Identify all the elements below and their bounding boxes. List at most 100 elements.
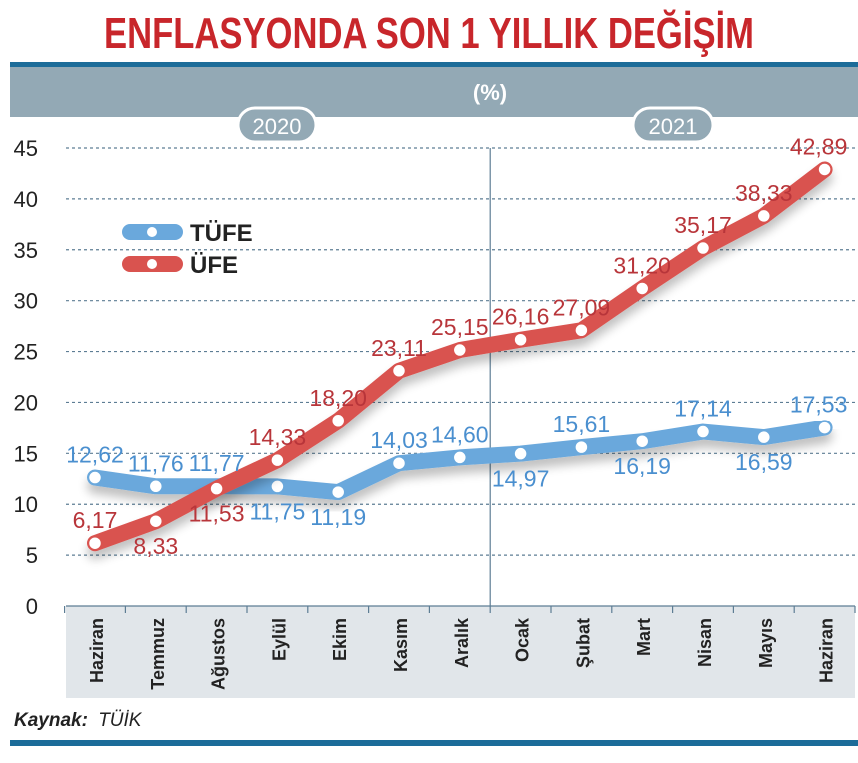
x-tick-label: Şubat bbox=[573, 618, 593, 668]
chart-title: ENFLASYONDA SON 1 YILLIK DEĞİŞİM bbox=[104, 8, 754, 58]
data-point-tufe bbox=[87, 470, 103, 485]
data-point-tufe bbox=[270, 479, 285, 494]
y-tick-label: 40 bbox=[14, 187, 38, 212]
x-tick-label: Ekim bbox=[330, 618, 350, 661]
data-point-ufe bbox=[148, 513, 164, 529]
data-label-ufe: 35,17 bbox=[674, 212, 732, 238]
data-label-tufe: 16,59 bbox=[735, 449, 793, 475]
legend-label-ufe: ÜFE bbox=[190, 252, 238, 279]
data-point-tufe bbox=[452, 450, 468, 465]
data-point-tufe bbox=[817, 420, 832, 435]
data-point-tufe bbox=[513, 446, 528, 461]
source-name: TÜİK bbox=[98, 710, 143, 731]
x-tick-label: Ocak bbox=[513, 617, 533, 662]
y-tick-label: 25 bbox=[14, 340, 38, 365]
data-point-ufe bbox=[270, 452, 285, 468]
data-point-tufe bbox=[695, 424, 711, 439]
x-tick-label: Haziran bbox=[87, 618, 107, 683]
data-label-tufe: 14,03 bbox=[370, 427, 428, 453]
data-label-ufe: 26,16 bbox=[492, 304, 550, 330]
source-prefix: Kaynak: bbox=[14, 710, 88, 731]
data-point-ufe bbox=[209, 481, 224, 496]
data-label-ufe: 25,15 bbox=[431, 314, 489, 340]
data-label-tufe: 12,62 bbox=[66, 442, 124, 468]
y-tick-label: 15 bbox=[14, 441, 38, 466]
data-point-tufe bbox=[574, 439, 589, 455]
legend-marker-tufe bbox=[147, 227, 157, 237]
legend-label-tufe: TÜFE bbox=[190, 220, 253, 247]
data-label-ufe: 8,33 bbox=[133, 533, 178, 559]
y-tick-label: 10 bbox=[14, 492, 38, 517]
header-band bbox=[10, 67, 858, 117]
x-tick-label: Mart bbox=[634, 618, 654, 656]
grid bbox=[66, 147, 855, 606]
data-label-ufe: 6,17 bbox=[73, 507, 118, 533]
data-label-tufe: 17,53 bbox=[790, 392, 848, 418]
data-label-tufe: 11,76 bbox=[128, 450, 184, 476]
data-label-tufe: 11,77 bbox=[189, 450, 245, 476]
x-tick-label: Ağustos bbox=[209, 618, 229, 690]
data-label-ufe: 18,20 bbox=[309, 385, 367, 411]
data-point-ufe bbox=[330, 413, 346, 429]
legend: TÜFE ÜFE bbox=[122, 220, 253, 279]
legend-marker-ufe bbox=[147, 259, 157, 269]
data-point-ufe bbox=[634, 281, 650, 296]
bottom-rule bbox=[10, 740, 858, 746]
y-tick-label: 30 bbox=[14, 289, 38, 314]
year-label-2021: 2021 bbox=[631, 106, 715, 144]
data-label-ufe: 27,09 bbox=[553, 294, 611, 320]
legend-item-tufe: TÜFE bbox=[122, 220, 253, 247]
data-label-tufe: 16,19 bbox=[613, 453, 671, 479]
x-tick-label: Nisan bbox=[695, 618, 715, 667]
data-label-tufe: 11,75 bbox=[249, 498, 305, 524]
x-tick-label: Aralık bbox=[452, 617, 472, 668]
data-label-ufe: 42,89 bbox=[790, 133, 848, 159]
x-tick-label: Haziran bbox=[817, 618, 837, 683]
data-label-ufe: 23,11 bbox=[371, 335, 427, 361]
x-tick-label: Temmuz bbox=[148, 618, 168, 690]
legend-item-ufe: ÜFE bbox=[122, 252, 238, 279]
data-label-tufe: 14,97 bbox=[492, 466, 550, 492]
data-point-ufe bbox=[574, 323, 589, 338]
data-point-tufe bbox=[634, 433, 650, 449]
x-axis-background bbox=[66, 606, 855, 698]
x-tick-label: Kasım bbox=[391, 618, 411, 672]
data-label-ufe: 31,20 bbox=[613, 252, 671, 278]
data-point-tufe bbox=[330, 484, 346, 500]
data-label-tufe: 15,61 bbox=[553, 411, 611, 437]
year-label-2020: 2020 bbox=[236, 106, 318, 144]
data-point-ufe bbox=[391, 363, 407, 379]
data-point-tufe bbox=[756, 429, 772, 445]
y-tick-label: 0 bbox=[26, 594, 38, 619]
chart-unit: (%) bbox=[473, 80, 507, 105]
header-band-top-line bbox=[10, 62, 858, 67]
x-axis: Haziran Temmuz Ağustos Eylül Ekim Kasım Aralık… bbox=[63, 605, 856, 698]
data-point-ufe bbox=[756, 208, 772, 224]
year-label-2021-text: 2021 bbox=[649, 114, 698, 139]
data-label-ufe: 38,33 bbox=[735, 180, 793, 206]
data-point-tufe bbox=[148, 479, 164, 494]
data-label-tufe: 14,60 bbox=[431, 421, 489, 447]
data-point-ufe bbox=[87, 535, 103, 551]
data-point-ufe bbox=[817, 162, 832, 177]
y-tick-label: 45 bbox=[14, 136, 38, 161]
data-label-ufe: 14,33 bbox=[249, 424, 307, 450]
y-tick-label: 5 bbox=[26, 543, 38, 568]
source-note: Kaynak: TÜİK bbox=[14, 710, 143, 731]
y-tick-label: 20 bbox=[14, 390, 38, 415]
data-point-ufe bbox=[513, 332, 528, 347]
data-point-ufe bbox=[452, 342, 468, 358]
year-label-2020-text: 2020 bbox=[253, 114, 302, 139]
data-label-tufe: 17,14 bbox=[674, 396, 732, 422]
y-axis: 0 5 10 15 20 25 30 35 40 45 bbox=[14, 136, 38, 619]
x-tick-label: Eylül bbox=[269, 618, 289, 661]
data-point-tufe bbox=[391, 455, 407, 471]
data-point-ufe bbox=[695, 240, 711, 256]
y-tick-label: 35 bbox=[14, 238, 38, 263]
svg-text:Kaynak: TÜİK: Kaynak: TÜİK bbox=[14, 710, 143, 731]
data-label-tufe: 11,19 bbox=[310, 504, 366, 530]
x-tick-label: Mayıs bbox=[756, 618, 776, 668]
data-label-ufe: 11,53 bbox=[189, 501, 245, 527]
